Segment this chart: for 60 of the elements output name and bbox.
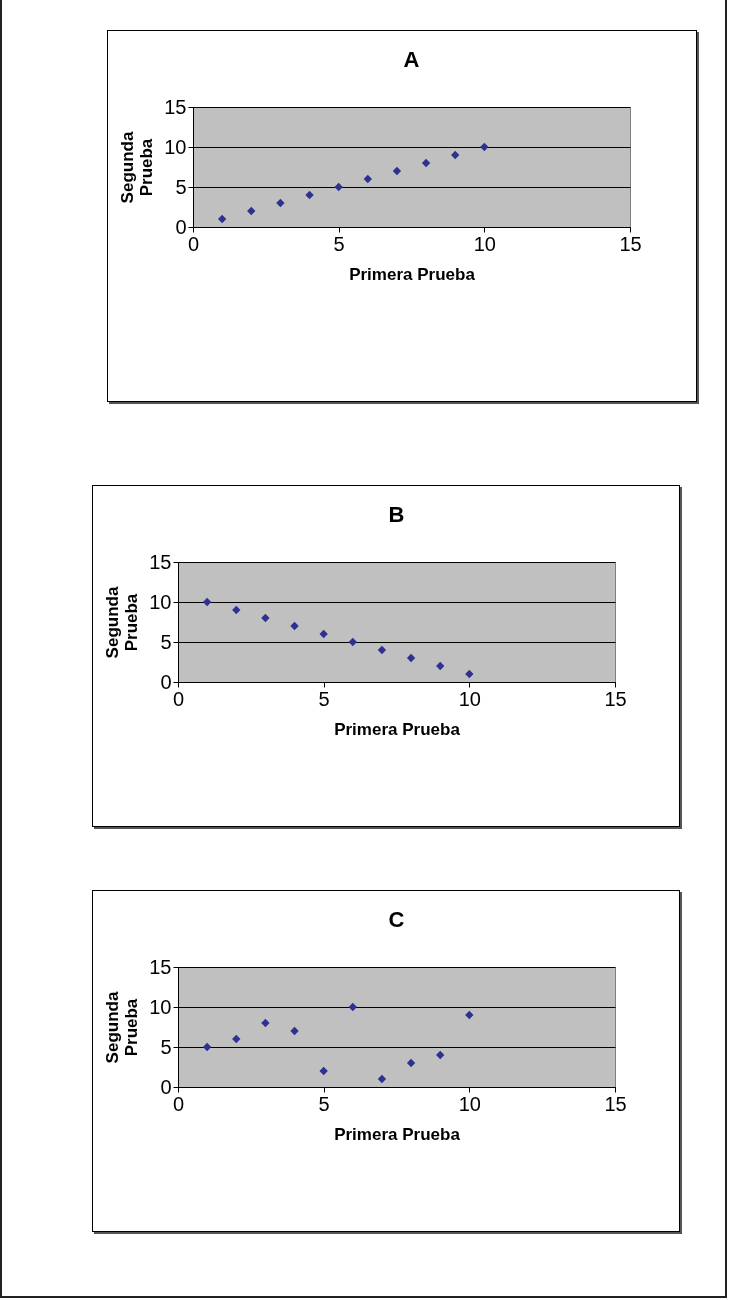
- x-tick-label: 5: [318, 1092, 330, 1115]
- point: [406, 1058, 416, 1068]
- chart-title: C: [388, 907, 405, 932]
- point: [348, 637, 357, 647]
- y-tick-label: 10: [164, 135, 187, 158]
- point: [465, 669, 474, 679]
- point: [377, 645, 387, 655]
- chart-title: B: [388, 502, 405, 527]
- y-tick-label: 15: [164, 95, 187, 118]
- point: [261, 1018, 270, 1028]
- y-tick-label: 0: [160, 670, 172, 693]
- y-tick-label: 10: [149, 995, 172, 1018]
- y-tick-label: 5: [160, 1035, 172, 1058]
- point: [392, 166, 402, 176]
- point: [290, 1026, 299, 1036]
- point: [217, 214, 227, 224]
- x-tick-label: 15: [604, 1092, 627, 1115]
- point: [377, 1074, 387, 1084]
- point: [305, 190, 314, 200]
- point: [348, 1002, 357, 1012]
- point: [480, 142, 489, 152]
- y-axis-title: Segunda Prueba: [103, 586, 142, 659]
- point: [202, 1042, 212, 1052]
- x-tick-label: 10: [473, 232, 496, 255]
- point: [319, 1066, 328, 1076]
- x-axis-title: Primera Prueba: [334, 719, 461, 739]
- y-tick-label: 0: [160, 1075, 172, 1098]
- y-tick-label: 5: [175, 175, 187, 198]
- x-axis-title: Primera Prueba: [349, 264, 476, 284]
- point: [465, 1010, 474, 1020]
- x-tick-label: 5: [333, 232, 345, 255]
- point: [436, 661, 445, 671]
- y-axis-title: Segunda Prueba: [118, 131, 157, 204]
- y-tick-label: 5: [160, 630, 172, 653]
- point: [363, 174, 372, 184]
- point: [319, 629, 328, 639]
- point: [232, 605, 241, 615]
- x-axis-title: Primera Prueba: [334, 1124, 461, 1144]
- point: [334, 182, 343, 192]
- point: [290, 621, 299, 631]
- x-tick-label: 5: [318, 687, 330, 710]
- chart-title: A: [403, 47, 420, 72]
- point: [436, 1050, 445, 1060]
- point: [406, 653, 416, 663]
- point: [202, 597, 212, 607]
- x-tick-label: 10: [458, 1092, 481, 1115]
- y-axis-title: Segunda Prueba: [103, 991, 142, 1064]
- x-tick-label: 10: [458, 687, 481, 710]
- point: [276, 198, 285, 208]
- x-tick-label: 15: [619, 232, 642, 255]
- point: [247, 206, 256, 216]
- point: [261, 613, 270, 623]
- point: [232, 1034, 241, 1044]
- y-tick-label: 15: [149, 955, 172, 978]
- y-tick-label: 10: [149, 590, 172, 613]
- point: [451, 150, 460, 160]
- y-tick-label: 0: [175, 215, 187, 238]
- point: [421, 158, 431, 168]
- x-tick-label: 15: [604, 687, 627, 710]
- y-tick-label: 15: [149, 550, 172, 573]
